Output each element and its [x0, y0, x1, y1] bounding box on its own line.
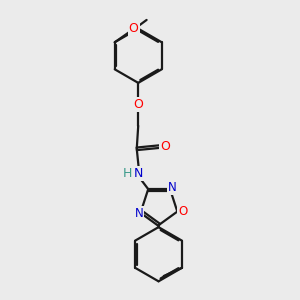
Text: O: O: [160, 140, 170, 153]
Text: N: N: [135, 207, 143, 220]
Text: H: H: [123, 167, 133, 180]
Text: N: N: [168, 181, 176, 194]
Text: O: O: [129, 22, 139, 35]
Text: O: O: [178, 205, 187, 218]
Text: O: O: [133, 98, 143, 111]
Text: N: N: [134, 167, 143, 180]
